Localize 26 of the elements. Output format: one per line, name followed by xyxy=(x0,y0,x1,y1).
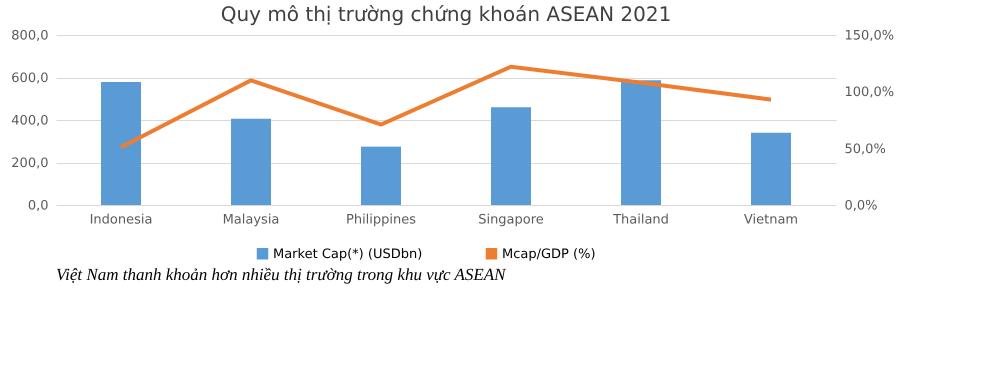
y-tick-label: 600,0 xyxy=(11,71,48,86)
x-tick-label: Thailand xyxy=(612,212,669,228)
x-tick-label: Singapore xyxy=(478,212,544,228)
y2-tick-label: 0,0% xyxy=(844,198,878,214)
y-tick-label: 400,0 xyxy=(11,114,48,128)
bar xyxy=(361,146,401,205)
x-tick-label: Philippines xyxy=(346,212,416,228)
x-tick-label: Malaysia xyxy=(222,212,280,228)
bar xyxy=(491,107,531,205)
chart-title: Quy mô thị trường chứng khoán ASEAN 2021 xyxy=(220,2,672,26)
bar xyxy=(751,132,791,205)
y-tick-label: 0,0 xyxy=(28,198,48,214)
line-series xyxy=(119,64,773,150)
y2-tick-label: 100,0% xyxy=(844,85,894,100)
y2-tick-label: 50,0% xyxy=(844,142,886,157)
x-tick-label: Vietnam xyxy=(744,212,798,228)
bar xyxy=(101,82,141,205)
x-tick-label: Indonesia xyxy=(90,212,152,228)
legend-label: Mcap/GDP (%) xyxy=(502,246,596,262)
y2-tick-label: 150,0% xyxy=(844,28,894,44)
y-tick-label: 800,0 xyxy=(11,28,48,44)
text: Việt Nam thanh khoản hơn nhiều thị trường trong khu vực ASEAN xyxy=(56,265,508,284)
legend-label: Market Cap(*) (USDbn) xyxy=(273,246,422,262)
bar xyxy=(621,80,661,205)
y-tick-label: 200,0 xyxy=(11,156,48,171)
bar xyxy=(231,118,271,205)
